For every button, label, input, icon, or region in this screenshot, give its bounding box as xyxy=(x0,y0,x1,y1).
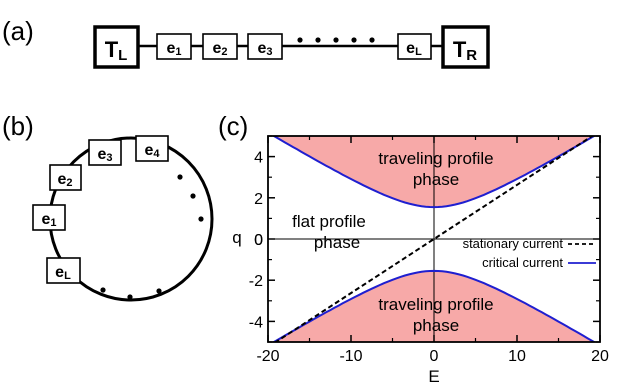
x-tick-label: 0 xyxy=(430,348,439,365)
ring-label-e2: e2 xyxy=(57,171,72,189)
ring-label-e3: e3 xyxy=(97,146,112,164)
y-tick-label: 4 xyxy=(254,150,263,167)
x-tick-label: 10 xyxy=(508,348,526,365)
x-axis-title: E xyxy=(428,367,439,385)
stationary-current-line xyxy=(274,136,594,342)
ring-label-e1: e1 xyxy=(41,211,56,229)
ring-label-eL: eL xyxy=(55,264,71,282)
critical-current-curve-lower xyxy=(271,269,597,342)
reservoir-right-box xyxy=(441,25,490,69)
site-box-e2 xyxy=(202,33,238,60)
y-tick-label-zero: 0 xyxy=(254,232,263,249)
critical-current-curve-upper xyxy=(271,136,597,209)
y-tick-label: -4 xyxy=(249,314,263,331)
site-box-eL xyxy=(397,33,432,60)
site-box-e1 xyxy=(156,33,192,60)
region-label-traveling-bottom: traveling profile xyxy=(378,295,493,314)
x-tick-label: 20 xyxy=(591,348,609,365)
ring-box-e2 xyxy=(49,164,82,191)
x-tick-label: -20 xyxy=(256,348,279,365)
site-label-e3: e3 xyxy=(257,40,272,58)
region-label-traveling-top: traveling profile xyxy=(378,149,493,168)
reservoir-left-label: TL xyxy=(105,37,128,64)
ring-box-e4 xyxy=(135,135,169,162)
ring-box-eL xyxy=(46,257,81,284)
site-label-e2: e2 xyxy=(212,40,227,58)
panel-a-label: (a) xyxy=(2,16,34,46)
chain-ellipsis xyxy=(297,37,375,43)
y-tick-label: 0 xyxy=(254,232,263,249)
region-label-flat: flat profile xyxy=(292,212,366,231)
y-axis-title: q xyxy=(232,228,241,247)
legend-label-critical: critical current xyxy=(482,255,563,270)
region-label-traveling-bottom-phase: phase xyxy=(413,316,459,335)
panel-c-label: (c) xyxy=(218,111,248,141)
panel-b-label: (b) xyxy=(2,111,34,141)
region-label-traveling-top-phase: phase xyxy=(413,170,459,189)
y-tick-label: 2 xyxy=(254,191,263,208)
reservoir-left-box xyxy=(93,25,140,69)
ring-box-e3 xyxy=(88,139,122,166)
ring-label-e4: e4 xyxy=(144,142,160,160)
legend: stationary current critical current xyxy=(463,236,596,270)
x-tick-label: -10 xyxy=(339,348,362,365)
site-label-eL: eL xyxy=(406,40,422,58)
ring-dots xyxy=(100,174,204,300)
region-label-flat-phase: phase xyxy=(314,233,360,252)
site-label-e1: e1 xyxy=(166,40,181,58)
ring-box-e1 xyxy=(32,204,66,231)
reservoir-right-label: TR xyxy=(453,37,477,64)
legend-label-stationary: stationary current xyxy=(463,236,564,251)
y-tick-label: -2 xyxy=(249,273,263,290)
site-box-e3 xyxy=(247,33,283,60)
